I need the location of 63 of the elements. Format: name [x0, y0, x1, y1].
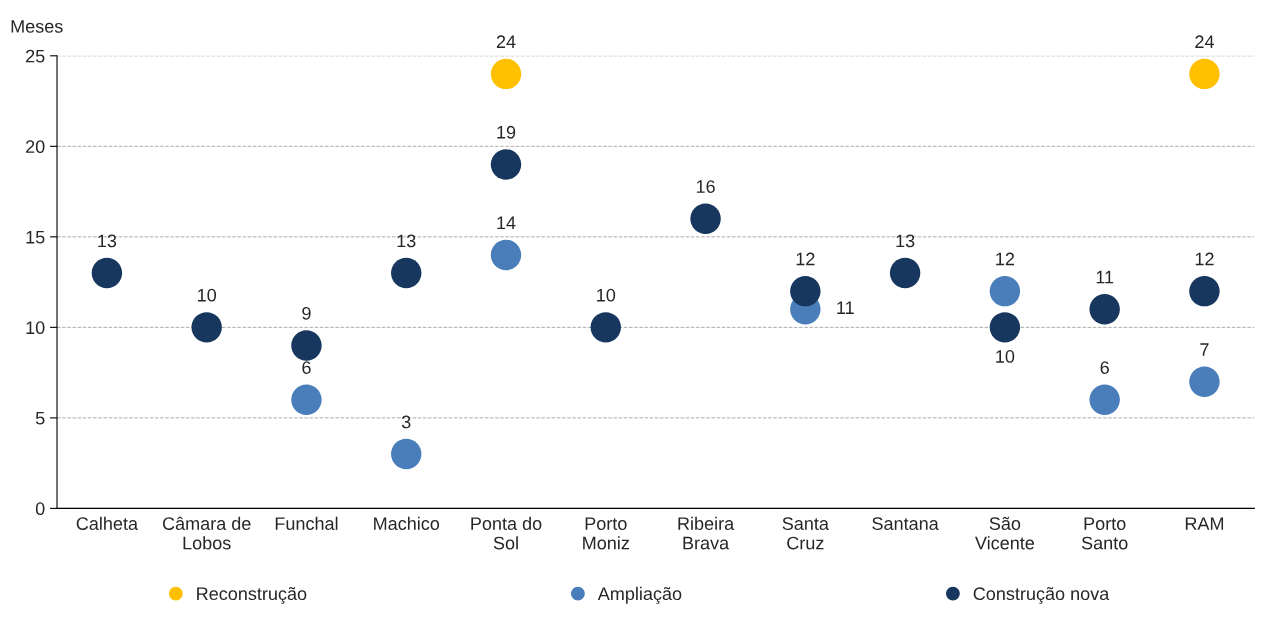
x-tick-label: Porto Moniz [583, 517, 629, 550]
data-label: 13 [397, 234, 416, 248]
data-label: 14 [497, 216, 516, 229]
x-tick-label: São Vicente [975, 516, 1035, 550]
data-label: 6 [1100, 361, 1109, 374]
data-label: 24 [496, 35, 516, 48]
point [91, 257, 123, 289]
x-tick-label: Porto Santo [1081, 517, 1128, 550]
y-tick-label: 20 [26, 140, 45, 154]
point [490, 58, 522, 90]
legend-label: Construção nova [973, 586, 1110, 604]
data-label: 10 [198, 288, 217, 302]
data-label: 12 [996, 252, 1015, 266]
x-tick-label: Funchal [275, 516, 338, 530]
data-label: 9 [302, 306, 311, 320]
x-tick-label: Santana [872, 517, 939, 530]
data-label: 7 [1200, 343, 1209, 356]
point [291, 330, 322, 361]
point [391, 438, 422, 470]
point [391, 257, 422, 289]
x-tick-label: Calheta [76, 516, 139, 530]
legend-label: Reconstrução [197, 586, 307, 604]
point [590, 312, 621, 343]
x-tick-label: Machico [374, 516, 440, 530]
point [1089, 294, 1120, 325]
y-tick-label: 25 [26, 49, 45, 63]
point [889, 257, 921, 289]
point [490, 239, 522, 271]
point [790, 275, 821, 307]
y-tick-label: 5 [35, 412, 45, 425]
point [989, 312, 1021, 343]
y-axis-title: Meses [11, 20, 63, 33]
point [291, 384, 322, 415]
x-tick-label: Ponta do Sol [471, 516, 542, 550]
y-tick-label: 10 [26, 321, 45, 335]
legend-label: Ampliação [597, 586, 682, 604]
data-label: 13 [896, 234, 915, 248]
point [1089, 384, 1120, 415]
y-tick-label: 15 [26, 230, 45, 244]
y-tick-label: 0 [35, 502, 45, 516]
data-label: 10 [597, 288, 616, 302]
data-label: 11 [1096, 270, 1114, 284]
point [1189, 366, 1220, 397]
point [690, 203, 721, 234]
point [490, 149, 522, 180]
x-tick-label: Santa Cruz [782, 517, 829, 550]
data-label: 13 [98, 234, 117, 248]
x-tick-label: RAM [1185, 517, 1224, 530]
data-label: 19 [497, 125, 516, 139]
x-tick-label: Câmara de Lobos [162, 516, 251, 550]
data-label: 6 [302, 361, 311, 374]
data-label: 24 [1195, 35, 1214, 48]
point [191, 312, 222, 343]
data-label: 12 [796, 252, 815, 266]
data-label: 12 [1195, 252, 1214, 266]
x-tick-label: Ribeira Brava [678, 516, 735, 550]
data-label: 10 [996, 350, 1015, 363]
data-label: 3 [401, 415, 411, 429]
point [1189, 58, 1220, 90]
point [1189, 275, 1220, 307]
point [989, 275, 1021, 307]
data-label: 16 [696, 180, 715, 193]
data-label: 11 [837, 301, 854, 314]
